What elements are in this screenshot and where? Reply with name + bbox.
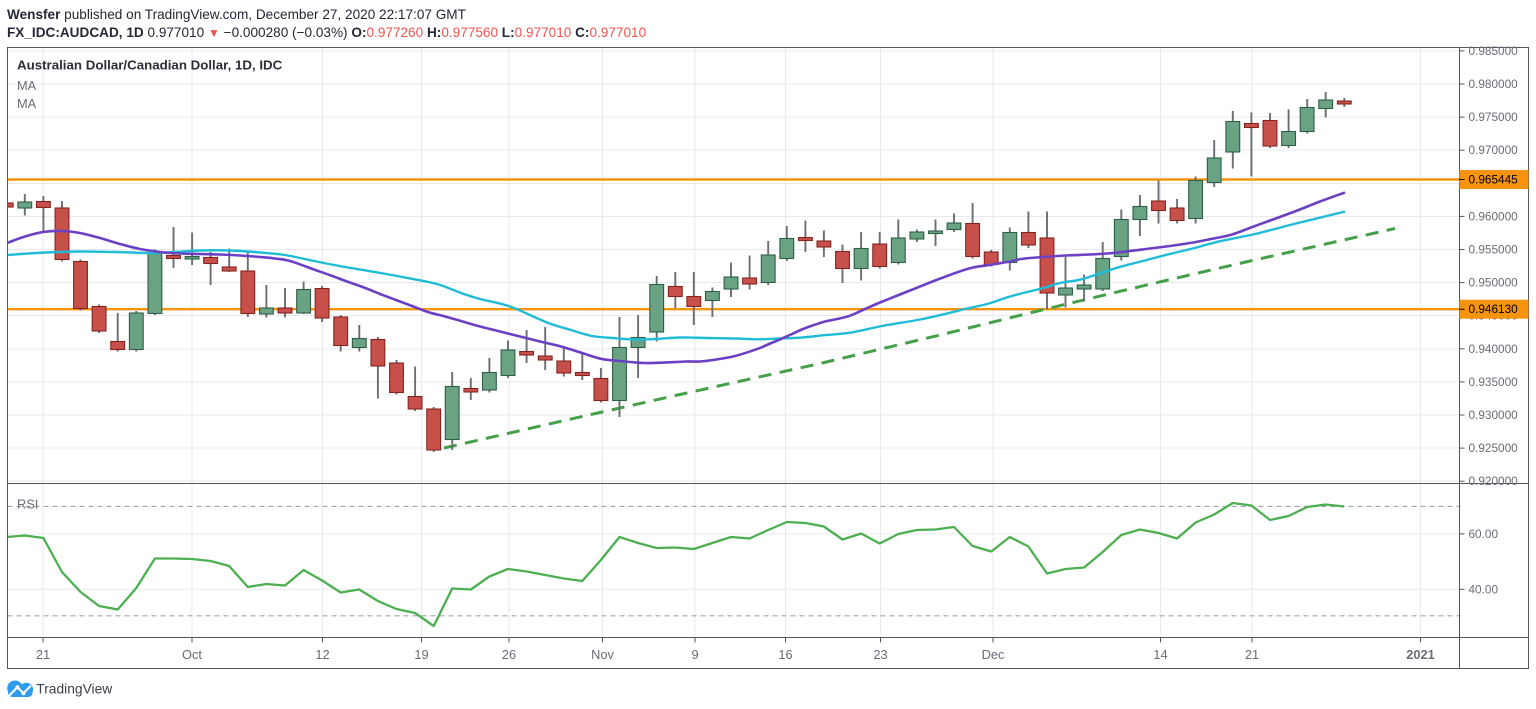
svg-text:0.930000: 0.930000 (1469, 408, 1519, 422)
svg-text:2021: 2021 (1406, 647, 1434, 662)
svg-text:23: 23 (873, 647, 887, 662)
svg-text:0.955000: 0.955000 (1469, 243, 1519, 257)
svg-text:0.965445: 0.965445 (1469, 173, 1519, 187)
svg-text:RSI: RSI (17, 497, 38, 512)
svg-text:0.925000: 0.925000 (1469, 441, 1519, 455)
svg-text:12: 12 (315, 647, 329, 662)
svg-text:21: 21 (36, 647, 50, 662)
svg-text:Australian Dollar/Canadian Dol: Australian Dollar/Canadian Dollar, 1D, I… (17, 58, 283, 73)
svg-text:0.985000: 0.985000 (1469, 44, 1519, 58)
svg-text:60.00: 60.00 (1469, 527, 1499, 541)
svg-text:9: 9 (691, 647, 698, 662)
svg-text:0.940000: 0.940000 (1469, 342, 1519, 356)
svg-text:Dec: Dec (982, 647, 1005, 662)
svg-text:TradingView: TradingView (36, 681, 112, 696)
svg-text:16: 16 (778, 647, 792, 662)
svg-text:19: 19 (414, 647, 428, 662)
svg-text:0.935000: 0.935000 (1469, 375, 1519, 389)
svg-text:14: 14 (1153, 647, 1167, 662)
svg-text:0.960000: 0.960000 (1469, 209, 1519, 223)
svg-text:0.950000: 0.950000 (1469, 276, 1519, 290)
svg-text:Oct: Oct (182, 647, 202, 662)
svg-text:FX_IDC:AUDCAD, 1D 0.977010 ▼ −: FX_IDC:AUDCAD, 1D 0.977010 ▼ −0.000280 (… (7, 25, 647, 40)
svg-text:MA: MA (17, 78, 37, 93)
svg-text:26: 26 (502, 647, 516, 662)
svg-text:0.970000: 0.970000 (1469, 143, 1519, 157)
svg-text:0.920000: 0.920000 (1469, 474, 1519, 488)
svg-text:MA: MA (17, 96, 37, 111)
svg-text:0.980000: 0.980000 (1469, 77, 1519, 91)
svg-text:40.00: 40.00 (1469, 582, 1499, 596)
svg-text:0.975000: 0.975000 (1469, 110, 1519, 124)
svg-text:0.946130: 0.946130 (1469, 302, 1519, 316)
svg-text:Wensfer published on TradingVi: Wensfer published on TradingView.com, De… (7, 7, 466, 22)
svg-text:Nov: Nov (591, 647, 614, 662)
svg-text:21: 21 (1245, 647, 1259, 662)
